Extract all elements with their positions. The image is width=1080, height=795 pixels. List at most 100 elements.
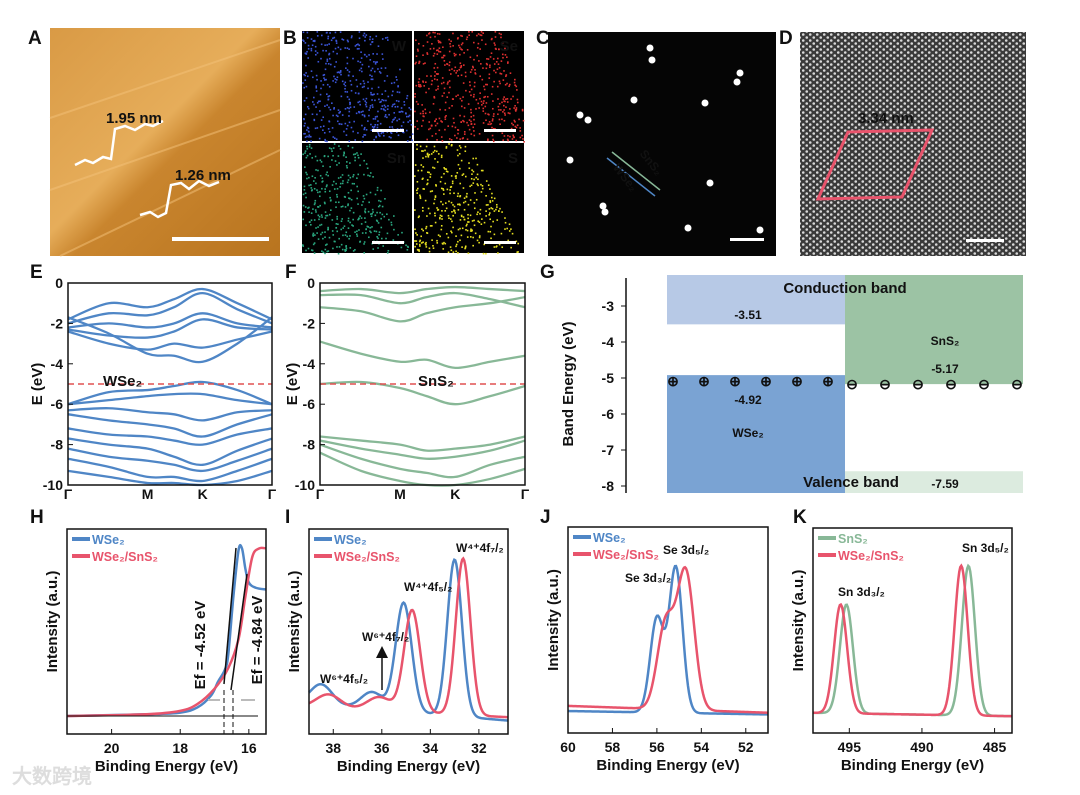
panel-label-a: A <box>28 28 42 49</box>
peak-label: W⁶⁺4f₅/₂ <box>320 672 368 686</box>
height-profile-1 <box>74 119 164 167</box>
y-tick-label: -8 <box>303 437 316 453</box>
x-axis-label: Binding Energy (eV) <box>337 758 480 775</box>
y-tick-label: -2 <box>51 315 64 331</box>
step-height-2: 1.26 nm <box>175 167 231 184</box>
k-point-label: Γ <box>64 486 73 502</box>
hole-symbol: ⊕ <box>760 373 772 389</box>
scale-bar <box>730 238 764 241</box>
height-profile-2 <box>139 179 220 219</box>
y-tick-label: -4 <box>51 356 64 372</box>
x-tick-label: 20 <box>104 740 120 756</box>
x-tick-label: 52 <box>738 739 754 755</box>
legend-label: WSe₂ <box>334 533 367 547</box>
scale-bar <box>484 241 516 244</box>
band-line <box>67 407 273 422</box>
scale-bar <box>966 239 1004 242</box>
y-axis-label: Intensity (a.u.) <box>545 569 562 671</box>
axes-frame <box>67 282 273 486</box>
x-tick-label: 58 <box>605 739 621 755</box>
sns2-conduction-band <box>845 275 1023 385</box>
peak-label: W⁴⁺4f₅/₂ <box>404 580 452 594</box>
x-tick-label: 490 <box>910 739 934 755</box>
band-line <box>67 392 273 406</box>
y-axis-label: Intensity (a.u.) <box>790 570 807 672</box>
x-tick-label: 34 <box>423 740 439 756</box>
diffraction-spot <box>566 156 574 164</box>
y-axis-label: E (eV) <box>284 363 301 406</box>
panel-label-j: J <box>540 507 551 528</box>
peak-label: Se 3d₅/₂ <box>663 543 709 557</box>
legend-label: WSe₂/SnS₂ <box>838 549 904 563</box>
diffraction-spot <box>599 202 607 210</box>
k-point-label: M <box>394 486 406 502</box>
y-axis-label: Intensity (a.u.) <box>286 571 303 673</box>
scale-bar <box>372 241 404 244</box>
axes-frame <box>319 282 526 486</box>
band-line <box>67 380 273 406</box>
k-point-label: Γ <box>268 486 277 502</box>
panel-label-g: G <box>540 262 555 283</box>
watermark-logo: 大数跨境 <box>12 764 92 788</box>
band-line <box>67 427 273 446</box>
spectrum-j <box>567 564 769 716</box>
hole-symbol: ⊕ <box>791 373 803 389</box>
series-line <box>567 564 769 716</box>
y-tick-label: -6 <box>602 406 615 422</box>
axes-frame <box>812 527 1013 734</box>
hole-symbol: ⊕ <box>822 373 834 389</box>
diffraction-spot <box>648 56 656 64</box>
band-line <box>67 447 273 473</box>
tangent-hetero <box>230 573 248 691</box>
band-line <box>319 435 526 452</box>
material-label: WSe₂ <box>103 373 142 390</box>
x-tick-label: 18 <box>172 740 188 756</box>
y-tick-label: -10 <box>295 477 315 493</box>
y-axis-label: Intensity (a.u.) <box>44 571 61 673</box>
scale-bar <box>372 129 404 132</box>
band-structure-e <box>67 287 273 487</box>
series-line <box>812 563 1013 718</box>
axes-frame <box>567 526 769 734</box>
y-tick-label: 0 <box>55 275 63 291</box>
wse2-label: WSe₂ <box>732 426 763 440</box>
wse2-vector <box>606 157 656 197</box>
step-height-1: 1.95 nm <box>106 110 162 127</box>
panel-label-c: C <box>536 28 550 49</box>
series-line <box>66 546 267 718</box>
eds-map-s <box>414 143 524 255</box>
sns2-vb-value: -7.59 <box>931 477 959 491</box>
band-line <box>67 312 273 329</box>
axes-frame <box>308 528 509 735</box>
y-tick-label: -8 <box>51 437 64 453</box>
legend-label: WSe₂/SnS₂ <box>593 548 659 562</box>
sns2-valence-band <box>845 471 1023 493</box>
valence-band-label: Valence band <box>803 474 899 491</box>
band-line <box>319 380 526 406</box>
eds-map-w <box>302 31 414 143</box>
hole-symbol: ⊕ <box>729 373 741 389</box>
band-line <box>67 413 273 438</box>
y-tick-label: -8 <box>602 478 615 494</box>
x-tick-label: 38 <box>325 740 341 756</box>
x-tick-label: 56 <box>649 739 665 755</box>
x-tick-label: 495 <box>838 739 862 755</box>
band-line <box>67 316 273 364</box>
peak-label: Sn 3d₃/₂ <box>838 585 885 599</box>
spectrum-k <box>812 563 1013 718</box>
eds-element-label: Sn <box>387 150 406 167</box>
fermi-level-wse2: Ef = -4.52 eV <box>192 601 209 690</box>
x-axis-label: Binding Energy (eV) <box>596 757 739 774</box>
k-point-label: M <box>142 486 154 502</box>
panel-label-f: F <box>285 262 297 283</box>
y-tick-label: -3 <box>602 298 615 314</box>
k-point-label: K <box>198 486 208 502</box>
band-line <box>319 439 526 460</box>
band-line <box>67 437 273 467</box>
eds-element-label: W <box>392 38 407 55</box>
tangent-wse2 <box>223 547 237 685</box>
wse2-valence-band <box>667 375 845 493</box>
y-tick-label: 0 <box>307 275 315 291</box>
y-tick-label: -4 <box>303 356 316 372</box>
